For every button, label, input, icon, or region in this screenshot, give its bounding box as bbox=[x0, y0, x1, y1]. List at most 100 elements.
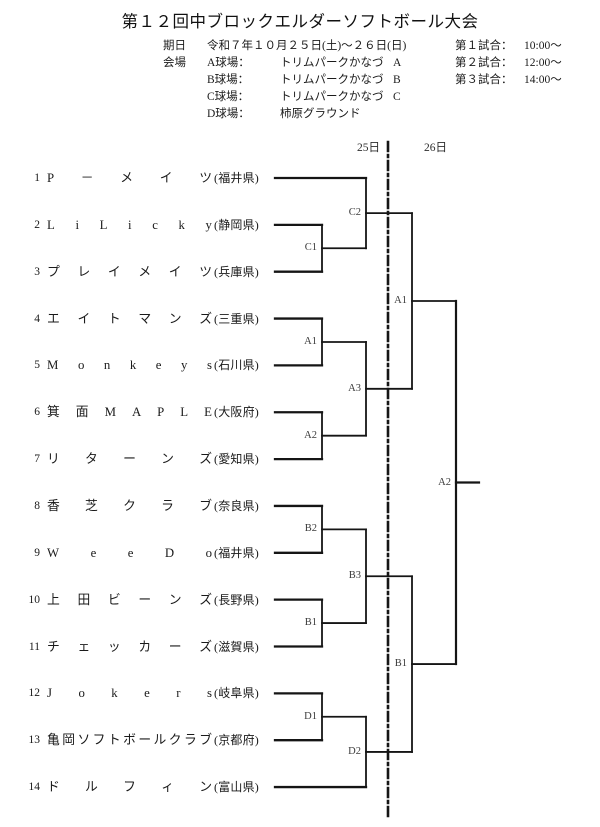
team-name-char: ズ bbox=[199, 639, 212, 654]
team-name-char: ル bbox=[85, 780, 98, 795]
team-name-char: E bbox=[204, 405, 212, 420]
match-label: A2 bbox=[438, 476, 451, 488]
match-label: A1 bbox=[304, 335, 317, 347]
team-name-char: リ bbox=[47, 452, 60, 467]
team-name-char: ン bbox=[168, 311, 182, 326]
team-name-char: ッ bbox=[107, 639, 121, 654]
team-prefecture: (奈良県) bbox=[214, 498, 259, 513]
venue-name: 柿原グラウンド bbox=[280, 108, 361, 120]
team-name-char: D bbox=[164, 545, 175, 560]
team-row: 8 香 芝 ク ラ ブ (奈良県) bbox=[0, 497, 275, 515]
team-name-char: ソ bbox=[77, 733, 91, 748]
team-name-char: o bbox=[205, 545, 212, 560]
team-name: エイトマンズ bbox=[47, 310, 212, 328]
team-name-char: 亀 bbox=[47, 733, 60, 748]
schedule-label: 第１試合： bbox=[455, 40, 513, 52]
match-label: B3 bbox=[348, 570, 361, 582]
team-name-char: ェ bbox=[77, 639, 91, 654]
team-row: 7 リ タ ー ン ズ (愛知県) bbox=[0, 450, 275, 468]
team-row: 13 亀岡ソフトボールクラブ (京都府) bbox=[0, 731, 275, 749]
team-name: プレイメイツ bbox=[47, 263, 212, 281]
team-row: 1 P － メ イ ツ (福井県) bbox=[0, 169, 275, 187]
team-name-char: イ bbox=[168, 264, 182, 279]
team-name-char: ズ bbox=[199, 452, 212, 467]
team-number: 6 bbox=[34, 406, 40, 419]
team-name: 上田ビーンズ bbox=[47, 591, 212, 609]
venue-name: トリムパークかなづ bbox=[280, 57, 384, 69]
team-name-char: ー bbox=[138, 592, 152, 607]
team-name-char: ズ bbox=[199, 311, 212, 326]
team-name-char: ツ bbox=[199, 171, 212, 185]
team-name-char: P bbox=[47, 171, 55, 185]
team-name-char: W bbox=[47, 545, 60, 560]
team-prefecture: (岐阜県) bbox=[214, 686, 259, 701]
schedule-time: 12:00～ bbox=[524, 57, 562, 69]
team-number: 8 bbox=[34, 499, 40, 512]
venue-letter: B bbox=[393, 74, 401, 86]
team-name-char: フ bbox=[92, 733, 106, 748]
team-name-char: 箕 bbox=[47, 405, 60, 420]
team-name-char: L bbox=[180, 405, 189, 420]
venue-name: トリムパークかなづ bbox=[280, 91, 384, 103]
team-name-char: ズ bbox=[199, 592, 212, 607]
match-label: A1 bbox=[394, 294, 407, 306]
match-label: B1 bbox=[394, 658, 407, 670]
team-name-char: エ bbox=[47, 311, 60, 326]
match-label: A2 bbox=[304, 429, 317, 441]
team-name-char: y bbox=[181, 358, 188, 373]
team-name-char: c bbox=[152, 217, 158, 232]
team-prefecture: (長野県) bbox=[214, 592, 259, 607]
venue-name: トリムパークかなづ bbox=[280, 74, 384, 86]
team-name-char: ツ bbox=[199, 264, 212, 279]
team-name-char: ト bbox=[107, 733, 121, 748]
team-name-char: 芝 bbox=[85, 498, 98, 513]
team-name-char: e bbox=[155, 358, 162, 373]
team-name-char: 岡 bbox=[62, 733, 76, 748]
venue-label: 会場 bbox=[163, 57, 186, 69]
team-name-char: レ bbox=[77, 264, 91, 279]
team-name-char: o bbox=[77, 358, 85, 373]
team-name-char: － bbox=[80, 171, 94, 185]
team-row: 11 チ ェ ッ カ ー ズ (滋賀県) bbox=[0, 638, 275, 656]
team-name: 香芝クラブ bbox=[47, 497, 212, 515]
team-name-char: y bbox=[205, 217, 212, 232]
team-name-char: ン bbox=[161, 452, 174, 467]
team-prefecture: (滋賀県) bbox=[214, 639, 259, 654]
team-name-char: n bbox=[103, 358, 111, 373]
team-name-char: マ bbox=[138, 311, 152, 326]
team-name-char: k bbox=[178, 217, 185, 232]
team-name-char: ラ bbox=[183, 733, 197, 748]
team-prefecture: (石川県) bbox=[214, 358, 259, 373]
venue-letter: A bbox=[393, 57, 402, 69]
team-row: 10 上 田 ビ ー ン ズ (長野県) bbox=[0, 591, 275, 609]
team-name-char: ー bbox=[168, 639, 182, 654]
team-row: 3 プ レ イ メ イ ツ (兵庫県) bbox=[0, 263, 275, 281]
team-name-char: ボ bbox=[123, 733, 136, 748]
team-name-char: k bbox=[111, 686, 118, 701]
team-number: 13 bbox=[28, 734, 41, 747]
team-name: 亀岡ソフトボールクラブ bbox=[47, 731, 212, 749]
team-name-char: ブ bbox=[199, 733, 212, 748]
team-prefecture: (福井県) bbox=[214, 545, 259, 560]
team-name-char: e bbox=[90, 545, 97, 560]
team-name-char: o bbox=[78, 686, 85, 701]
match-label: D1 bbox=[304, 710, 317, 722]
team-number: 1 bbox=[34, 172, 40, 184]
team-prefecture: (兵庫県) bbox=[214, 264, 259, 279]
match-label: D2 bbox=[348, 745, 361, 757]
team-number: 9 bbox=[34, 546, 40, 559]
team-name-char: フ bbox=[123, 780, 136, 795]
team-name-char: ク bbox=[123, 498, 136, 513]
team-name-char: k bbox=[129, 358, 137, 373]
day-label-26: 26日 bbox=[424, 142, 447, 154]
match-label: B1 bbox=[304, 617, 317, 629]
team-name-char: e bbox=[127, 545, 134, 560]
venue-court: D球場： bbox=[207, 108, 250, 120]
team-name-char: ト bbox=[107, 311, 121, 326]
